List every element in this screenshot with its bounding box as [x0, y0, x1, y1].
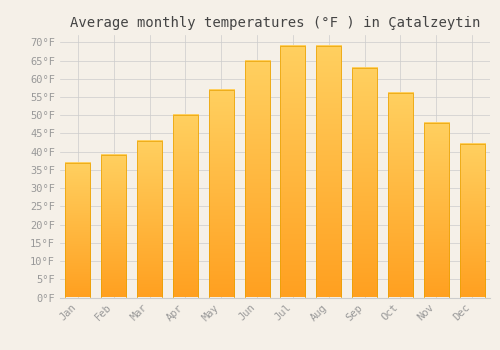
Bar — [316, 46, 342, 298]
Bar — [137, 141, 162, 298]
Bar — [388, 93, 413, 298]
Bar — [460, 144, 484, 298]
Bar — [280, 46, 305, 298]
Bar — [244, 61, 270, 298]
Bar — [424, 122, 449, 298]
Bar — [66, 163, 90, 298]
Bar — [101, 155, 126, 298]
Bar — [208, 90, 234, 298]
Bar — [173, 115, 198, 298]
Bar — [352, 68, 377, 298]
Title: Average monthly temperatures (°F ) in Çatalzeytin: Average monthly temperatures (°F ) in Ça… — [70, 16, 480, 30]
